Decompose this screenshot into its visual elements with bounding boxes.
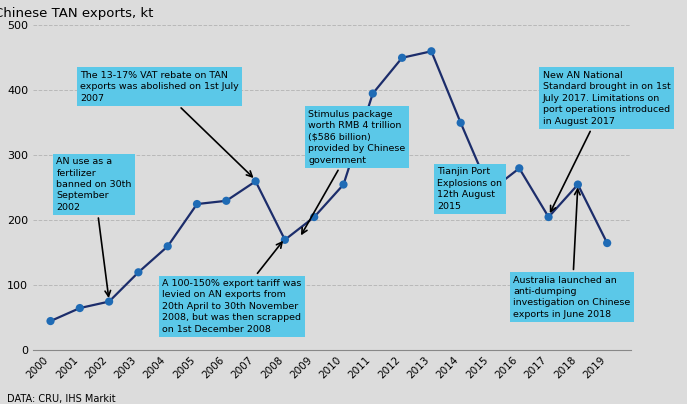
Text: A 100-150% export tariff was
levied on AN exports from
20th April to 30th Novemb: A 100-150% export tariff was levied on A… — [162, 242, 301, 334]
Text: Tianjin Port
Explosions on
12th August
2015: Tianjin Port Explosions on 12th August 2… — [437, 167, 502, 211]
Point — [396, 55, 407, 61]
Point — [221, 198, 232, 204]
Point — [543, 214, 554, 220]
Point — [308, 214, 319, 220]
Text: DATA: CRU, IHS Markit: DATA: CRU, IHS Markit — [7, 394, 115, 404]
Point — [162, 243, 173, 250]
Point — [104, 298, 115, 305]
Point — [280, 237, 291, 243]
Point — [602, 240, 613, 246]
Point — [192, 201, 203, 207]
Point — [484, 188, 495, 194]
Point — [250, 178, 261, 185]
Point — [133, 269, 144, 276]
Text: AN use as a
fertilizer
banned on 30th
September
2002: AN use as a fertilizer banned on 30th Se… — [56, 157, 132, 296]
Point — [426, 48, 437, 55]
Point — [74, 305, 85, 311]
Text: Australia launched an
anti-dumping
investigation on Chinese
exports in June 2018: Australia launched an anti-dumping inves… — [513, 189, 631, 319]
Text: Stimulus package
worth RMB 4 trillion
($586 billion)
provided by Chinese
governm: Stimulus package worth RMB 4 trillion ($… — [302, 110, 405, 234]
Text: The 13-17% VAT rebate on TAN
exports was abolished on 1st July
2007: The 13-17% VAT rebate on TAN exports was… — [80, 71, 252, 177]
Text: Chinese TAN exports, kt: Chinese TAN exports, kt — [0, 7, 153, 20]
Point — [572, 181, 583, 188]
Text: New AN National
Standard brought in on 1st
July 2017. Limitations on
port operat: New AN National Standard brought in on 1… — [543, 71, 671, 212]
Point — [368, 90, 379, 97]
Point — [514, 165, 525, 172]
Point — [338, 181, 349, 188]
Point — [45, 318, 56, 324]
Point — [455, 120, 466, 126]
